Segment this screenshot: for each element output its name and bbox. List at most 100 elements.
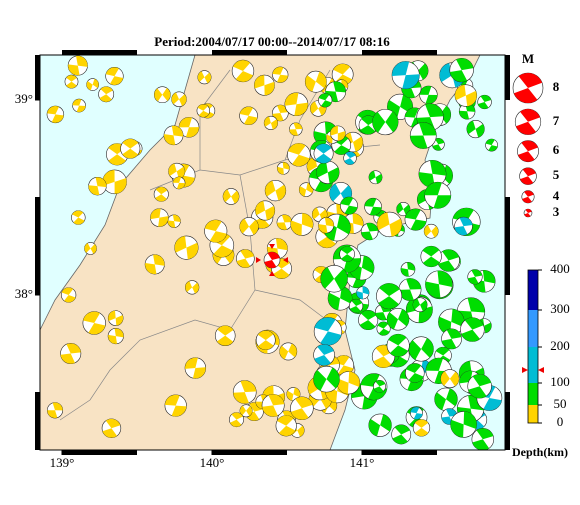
- event-lobe: [368, 414, 392, 437]
- event-lobe: [328, 286, 353, 311]
- depth-tick-label: 50: [554, 396, 567, 411]
- event-lobe: [272, 105, 289, 122]
- frame-segment: [362, 450, 437, 455]
- event-lobe: [359, 310, 377, 330]
- event-lobe: [163, 125, 184, 145]
- event-lobe: [179, 117, 199, 138]
- event-lobe: [459, 103, 476, 120]
- event-lobe: [449, 58, 474, 82]
- legend-ball: [512, 72, 544, 104]
- event-lobe: [216, 325, 234, 346]
- event-lobe: [396, 202, 411, 216]
- event-lobe: [466, 120, 485, 138]
- event-lobe: [255, 200, 275, 221]
- event-lobe: [167, 214, 181, 228]
- legend-label: 5: [553, 167, 560, 182]
- event-lobe: [223, 189, 240, 204]
- frame-segment: [35, 197, 40, 295]
- event-lobe: [290, 396, 313, 420]
- depth-band: [528, 347, 538, 383]
- event-lobe: [66, 75, 77, 89]
- legend-label: 7: [553, 113, 560, 128]
- event-lobe: [378, 283, 400, 309]
- legend-label: 6: [553, 142, 560, 157]
- event-lobe: [108, 328, 124, 344]
- event-lobe: [340, 246, 354, 262]
- event-lobe: [400, 262, 415, 277]
- title: Period:2004/07/17 00:00--2014/07/17 08:1…: [154, 34, 390, 49]
- event-lobe: [289, 122, 303, 136]
- event-lobe: [272, 66, 289, 83]
- frame-segment: [505, 392, 510, 450]
- event-lobe: [398, 278, 422, 301]
- center-marker: [269, 244, 275, 249]
- center-marker: [256, 257, 261, 263]
- event-lobe: [150, 208, 169, 227]
- event-lobe: [461, 317, 484, 342]
- event-lobe: [262, 394, 285, 417]
- event-lobe: [105, 67, 124, 85]
- event-lobe: [360, 115, 377, 135]
- event-lobe: [313, 121, 338, 146]
- event-lobe: [86, 78, 99, 91]
- event-lobe: [457, 297, 485, 326]
- event-lobe: [454, 217, 473, 236]
- event-lobe: [522, 190, 534, 204]
- depth-tick-label: 100: [550, 374, 570, 389]
- depth-band: [528, 383, 538, 405]
- event-lobe: [377, 212, 402, 237]
- event-lobe: [334, 355, 354, 376]
- event-lobe: [414, 419, 429, 437]
- event-lobe: [233, 380, 257, 404]
- frame-segment: [505, 197, 510, 295]
- boundary: [59, 69, 381, 421]
- event-lobe: [84, 243, 97, 254]
- event-lobe: [524, 209, 532, 217]
- event-lobe: [284, 92, 308, 116]
- event-lobe: [279, 343, 297, 360]
- event-lobe: [102, 169, 127, 194]
- event-lobe: [472, 428, 494, 451]
- event-lobe: [318, 93, 332, 108]
- event-lobe: [185, 357, 206, 379]
- event-lobe: [440, 371, 459, 387]
- event-lobe: [377, 321, 390, 336]
- event-lobe: [513, 73, 543, 104]
- event-lobe: [361, 223, 379, 240]
- event-lobe: [230, 412, 243, 427]
- depth-label: Depth(km): [512, 445, 568, 459]
- event-lobe: [410, 122, 437, 149]
- event-lobe: [441, 328, 462, 349]
- event-lobe: [314, 317, 342, 346]
- event-lobe: [239, 405, 253, 416]
- legend-ball: [514, 108, 542, 135]
- event-lobe: [410, 407, 423, 420]
- frame-segment: [62, 450, 137, 455]
- depth-tick-label: 300: [550, 301, 570, 316]
- event-lobe: [174, 235, 199, 260]
- event-lobe: [422, 246, 440, 267]
- event-lobe: [340, 197, 358, 215]
- event-lobe: [455, 84, 477, 107]
- lon-tick-label: 140°: [200, 455, 225, 470]
- event-lobe: [330, 125, 346, 141]
- event-lobe: [290, 213, 314, 236]
- event-lobe: [47, 106, 64, 123]
- event-lobe: [286, 387, 301, 401]
- event-lobe: [373, 380, 386, 393]
- event-lobe: [368, 170, 383, 184]
- event-lobe: [467, 269, 483, 285]
- event-lobe: [372, 111, 399, 133]
- event-lobe: [264, 116, 278, 130]
- event-lobe: [392, 61, 420, 89]
- lon-tick-label: 139°: [50, 455, 75, 470]
- event-lobe: [388, 334, 408, 357]
- event-lobe: [313, 367, 340, 391]
- event-lobe: [88, 177, 107, 196]
- event-lobe: [318, 217, 334, 233]
- event-lobe: [424, 225, 439, 238]
- event-lobe: [434, 388, 458, 410]
- event-lobe: [468, 374, 491, 399]
- event-lobe: [83, 311, 106, 335]
